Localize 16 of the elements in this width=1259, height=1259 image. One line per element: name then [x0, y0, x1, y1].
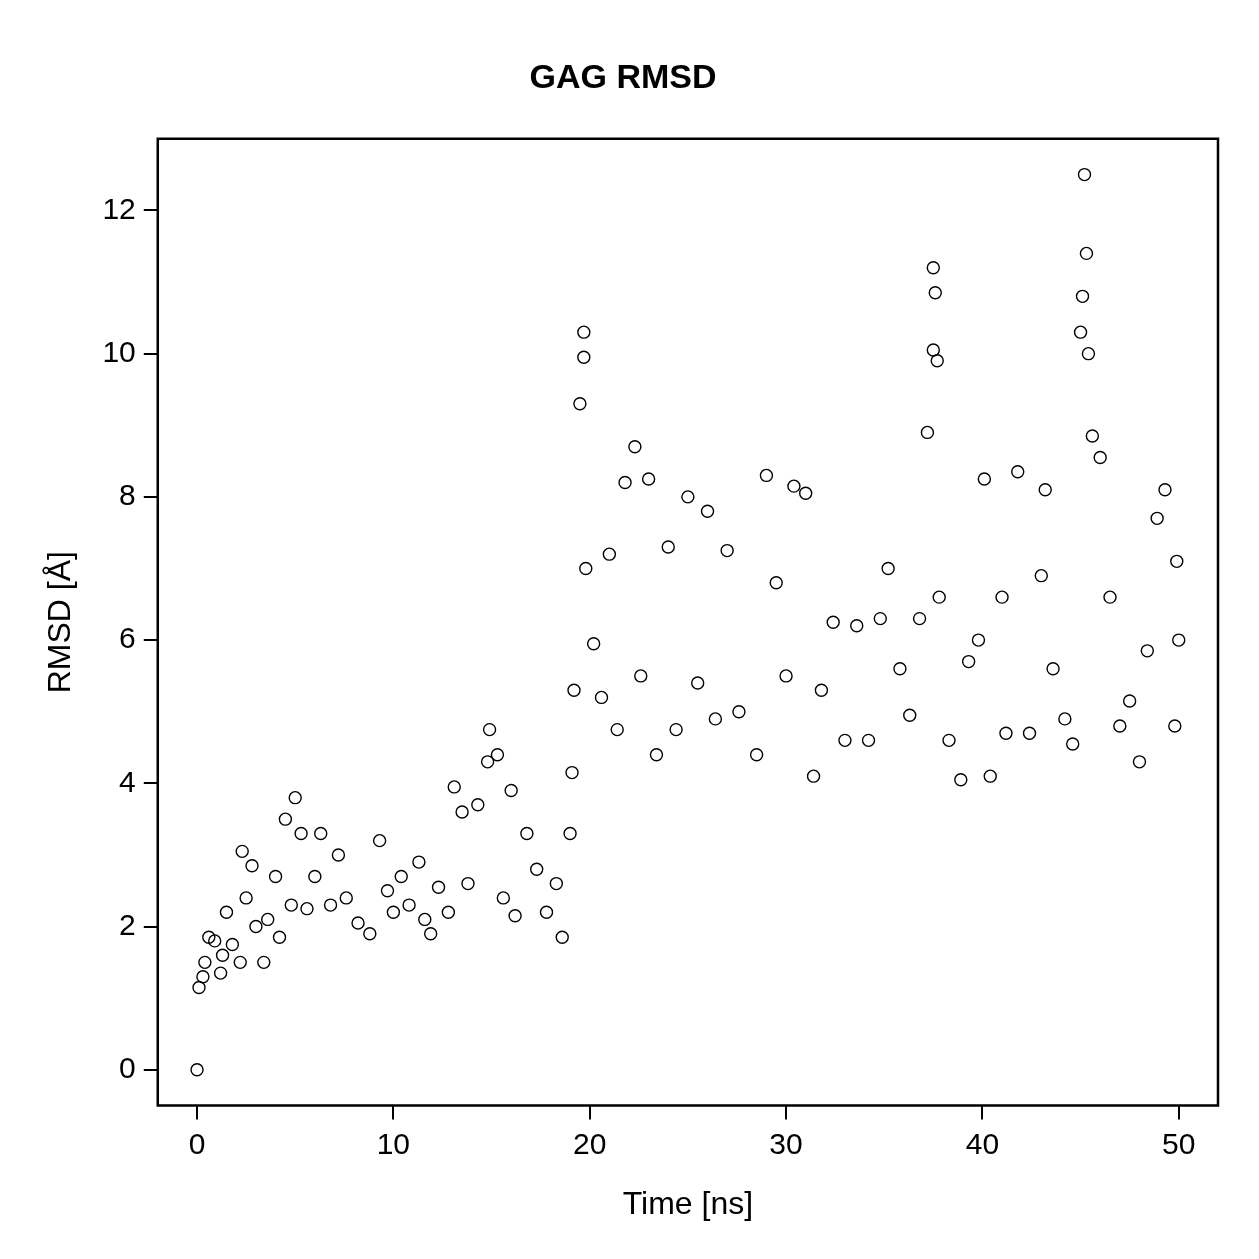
y-tick-label: 10 — [102, 334, 136, 368]
x-tick-label: 50 — [1162, 1126, 1196, 1160]
chart-title: GAG RMSD — [529, 56, 717, 95]
y-tick-label: 0 — [119, 1051, 136, 1085]
x-axis-title: Time [ns] — [622, 1184, 754, 1221]
x-tick-label: 20 — [573, 1126, 607, 1160]
x-tick-label: 30 — [769, 1126, 803, 1160]
y-axis-title: RMSD [Å] — [41, 551, 78, 694]
x-tick-label: 10 — [376, 1126, 411, 1160]
x-tick-label: 40 — [965, 1126, 1000, 1160]
y-tick-label: 4 — [119, 764, 136, 798]
x-tick-label: 0 — [188, 1126, 206, 1160]
y-tick-label: 8 — [119, 478, 136, 512]
y-tick-label: 6 — [119, 621, 136, 655]
y-tick-label: 2 — [119, 907, 136, 941]
y-tick-label: 12 — [102, 191, 136, 225]
